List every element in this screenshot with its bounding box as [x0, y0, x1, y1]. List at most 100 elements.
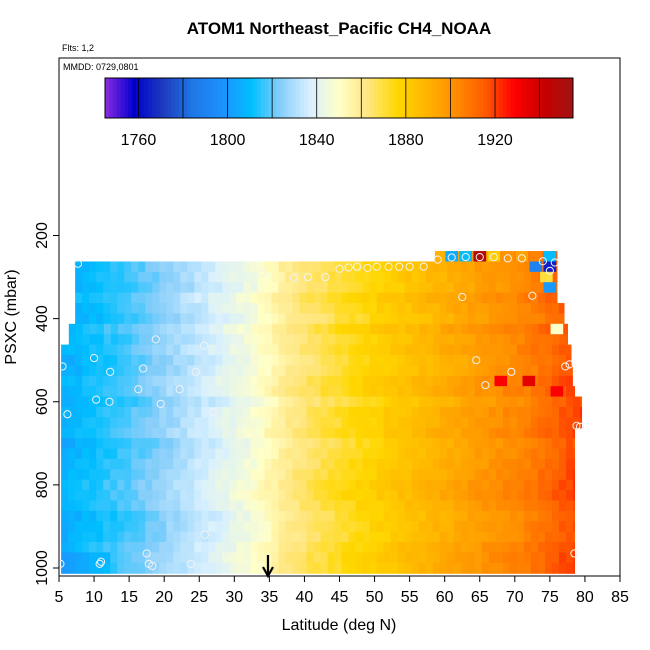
heatmap-cell: [502, 438, 511, 450]
heatmap-cell: [299, 386, 308, 398]
heatmap-cell: [103, 531, 111, 543]
heatmap-cell: [131, 552, 139, 564]
heatmap-cell: [208, 562, 216, 574]
heatmap-cell: [474, 479, 483, 491]
heatmap-cell: [243, 542, 252, 554]
heatmap-cell: [75, 386, 83, 398]
heatmap-cell: [103, 261, 111, 273]
heatmap-cell: [453, 396, 462, 408]
heatmap-cell: [369, 292, 378, 304]
heatmap-cell: [75, 365, 83, 377]
heatmap-cell: [460, 354, 469, 366]
heatmap-cell: [75, 458, 83, 470]
heatmap-cell: [376, 469, 385, 481]
heatmap-cell: [166, 469, 174, 481]
heatmap-cell: [61, 458, 69, 470]
heatmap-cell: [362, 479, 371, 491]
heatmap-cell: [110, 490, 118, 502]
heatmap-cell: [320, 427, 329, 439]
colorbar-segment: [498, 78, 504, 118]
x-axis-tick-label: 10: [85, 589, 103, 606]
colorbar-segment: [444, 78, 449, 118]
heatmap-cell: [264, 406, 273, 418]
heatmap-cell: [306, 521, 315, 533]
heatmap-cell: [453, 479, 462, 491]
heatmap-cell: [566, 427, 574, 439]
heatmap-cell: [537, 417, 546, 429]
heatmap-cell: [187, 406, 195, 418]
heatmap-cell: [369, 386, 378, 398]
heatmap-cell: [523, 490, 532, 502]
heatmap-cell: [523, 282, 532, 294]
heatmap-cell: [222, 500, 230, 512]
colorbar-segment: [366, 78, 371, 118]
heatmap-cell: [425, 490, 434, 502]
heatmap-cell: [68, 386, 76, 398]
heatmap-cell: [292, 313, 301, 325]
heatmap-cell: [341, 427, 350, 439]
heatmap-cell: [495, 458, 504, 470]
heatmap-cell: [75, 562, 83, 574]
heatmap-cell: [110, 521, 118, 533]
heatmap-cell: [166, 282, 174, 294]
heatmap-cell: [82, 500, 90, 512]
heatmap-cell: [432, 500, 441, 512]
heatmap-cell: [481, 313, 490, 325]
heatmap-cell: [117, 334, 126, 346]
heatmap-cell: [257, 490, 266, 502]
heatmap-cell: [61, 510, 69, 522]
heatmap-cell: [537, 396, 546, 408]
heatmap-cell: [348, 386, 357, 398]
heatmap-cell: [313, 354, 322, 366]
heatmap-cell: [103, 282, 111, 294]
heatmap-cell: [215, 562, 223, 574]
heatmap-cell: [523, 510, 532, 522]
heatmap-cell: [152, 386, 160, 398]
heatmap-cell: [426, 323, 435, 335]
colorbar-segment: [401, 78, 406, 118]
heatmap-cell: [566, 406, 574, 418]
heatmap-cell: [264, 469, 273, 481]
heatmap-cell: [222, 479, 230, 491]
heatmap-cell: [166, 334, 175, 346]
heatmap-cell: [348, 458, 357, 470]
heatmap-cell: [131, 365, 139, 377]
heatmap-cell: [482, 334, 491, 346]
heatmap-cell: [285, 510, 294, 522]
heatmap-cell: [460, 375, 469, 387]
heatmap-cell: [236, 531, 245, 543]
heatmap-cell: [544, 313, 553, 325]
heatmap-cell: [173, 344, 181, 356]
colorbar-segment: [225, 78, 231, 118]
heatmap-cell: [439, 438, 448, 450]
heatmap-cell: [405, 323, 414, 335]
heatmap-cell: [131, 562, 139, 574]
heatmap-cell: [573, 500, 576, 512]
heatmap-cell: [159, 469, 167, 481]
heatmap-cell: [201, 510, 209, 522]
heatmap-cell: [194, 261, 202, 273]
heatmap-cell: [439, 469, 448, 481]
heatmap-cell: [187, 469, 195, 481]
heatmap-cell: [383, 365, 392, 377]
heatmap-cell: [327, 542, 336, 554]
heatmap-cell: [145, 313, 153, 325]
heatmap-cell: [145, 531, 153, 543]
heatmap-cell: [369, 562, 378, 574]
heatmap-cell: [453, 282, 462, 294]
heatmap-cell: [299, 313, 308, 325]
heatmap-cell: [68, 469, 76, 481]
heatmap-cell: [453, 510, 462, 522]
heatmap-cell: [411, 469, 420, 481]
heatmap-cell: [264, 542, 273, 554]
heatmap-cell: [411, 313, 420, 325]
heatmap-cell: [474, 562, 483, 574]
heatmap-cell: [474, 282, 483, 294]
heatmap-cell: [271, 562, 280, 574]
heatmap-cell: [96, 303, 104, 315]
heatmap-cell: [145, 271, 153, 283]
heatmap-cell: [320, 510, 329, 522]
heatmap-cell: [390, 406, 399, 418]
heatmap-cell: [397, 458, 406, 470]
heatmap-cell: [299, 406, 308, 418]
